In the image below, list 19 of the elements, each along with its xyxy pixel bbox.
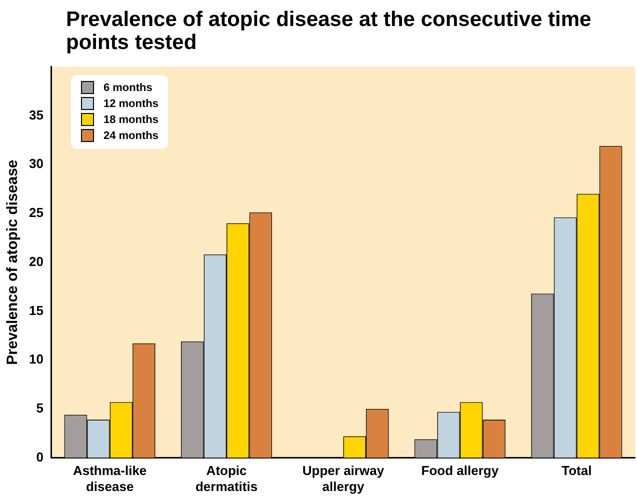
y-tick-label: 20 [28,254,44,269]
x-tick-label: Asthma-like disease [72,463,147,494]
y-axis-title: Prevalence of atopic disease [4,160,22,365]
x-tick-label: Atopic dermatitis [195,463,258,494]
x-tick-label: Food allergy [421,463,500,478]
y-tick-label: 25 [28,205,44,220]
legend-label: 12 months [103,98,158,110]
x-tick-label: Total [562,463,592,478]
legend-label: 6 months [103,82,152,94]
y-tick-label: 15 [28,302,44,318]
legend-label: 24 months [103,130,158,142]
chart-title: Prevalence of atopic disease at the consecutive time points tested [66,8,592,54]
x-tick-label: Upper airway allergy [302,463,385,494]
y-tick-label: 10 [28,352,44,367]
y-tick-label: 5 [36,400,44,416]
y-tick-label: 30 [28,156,44,172]
y-tick-label: 35 [28,107,44,122]
y-tick-label: 0 [36,449,44,464]
legend-label: 18 months [103,114,158,126]
